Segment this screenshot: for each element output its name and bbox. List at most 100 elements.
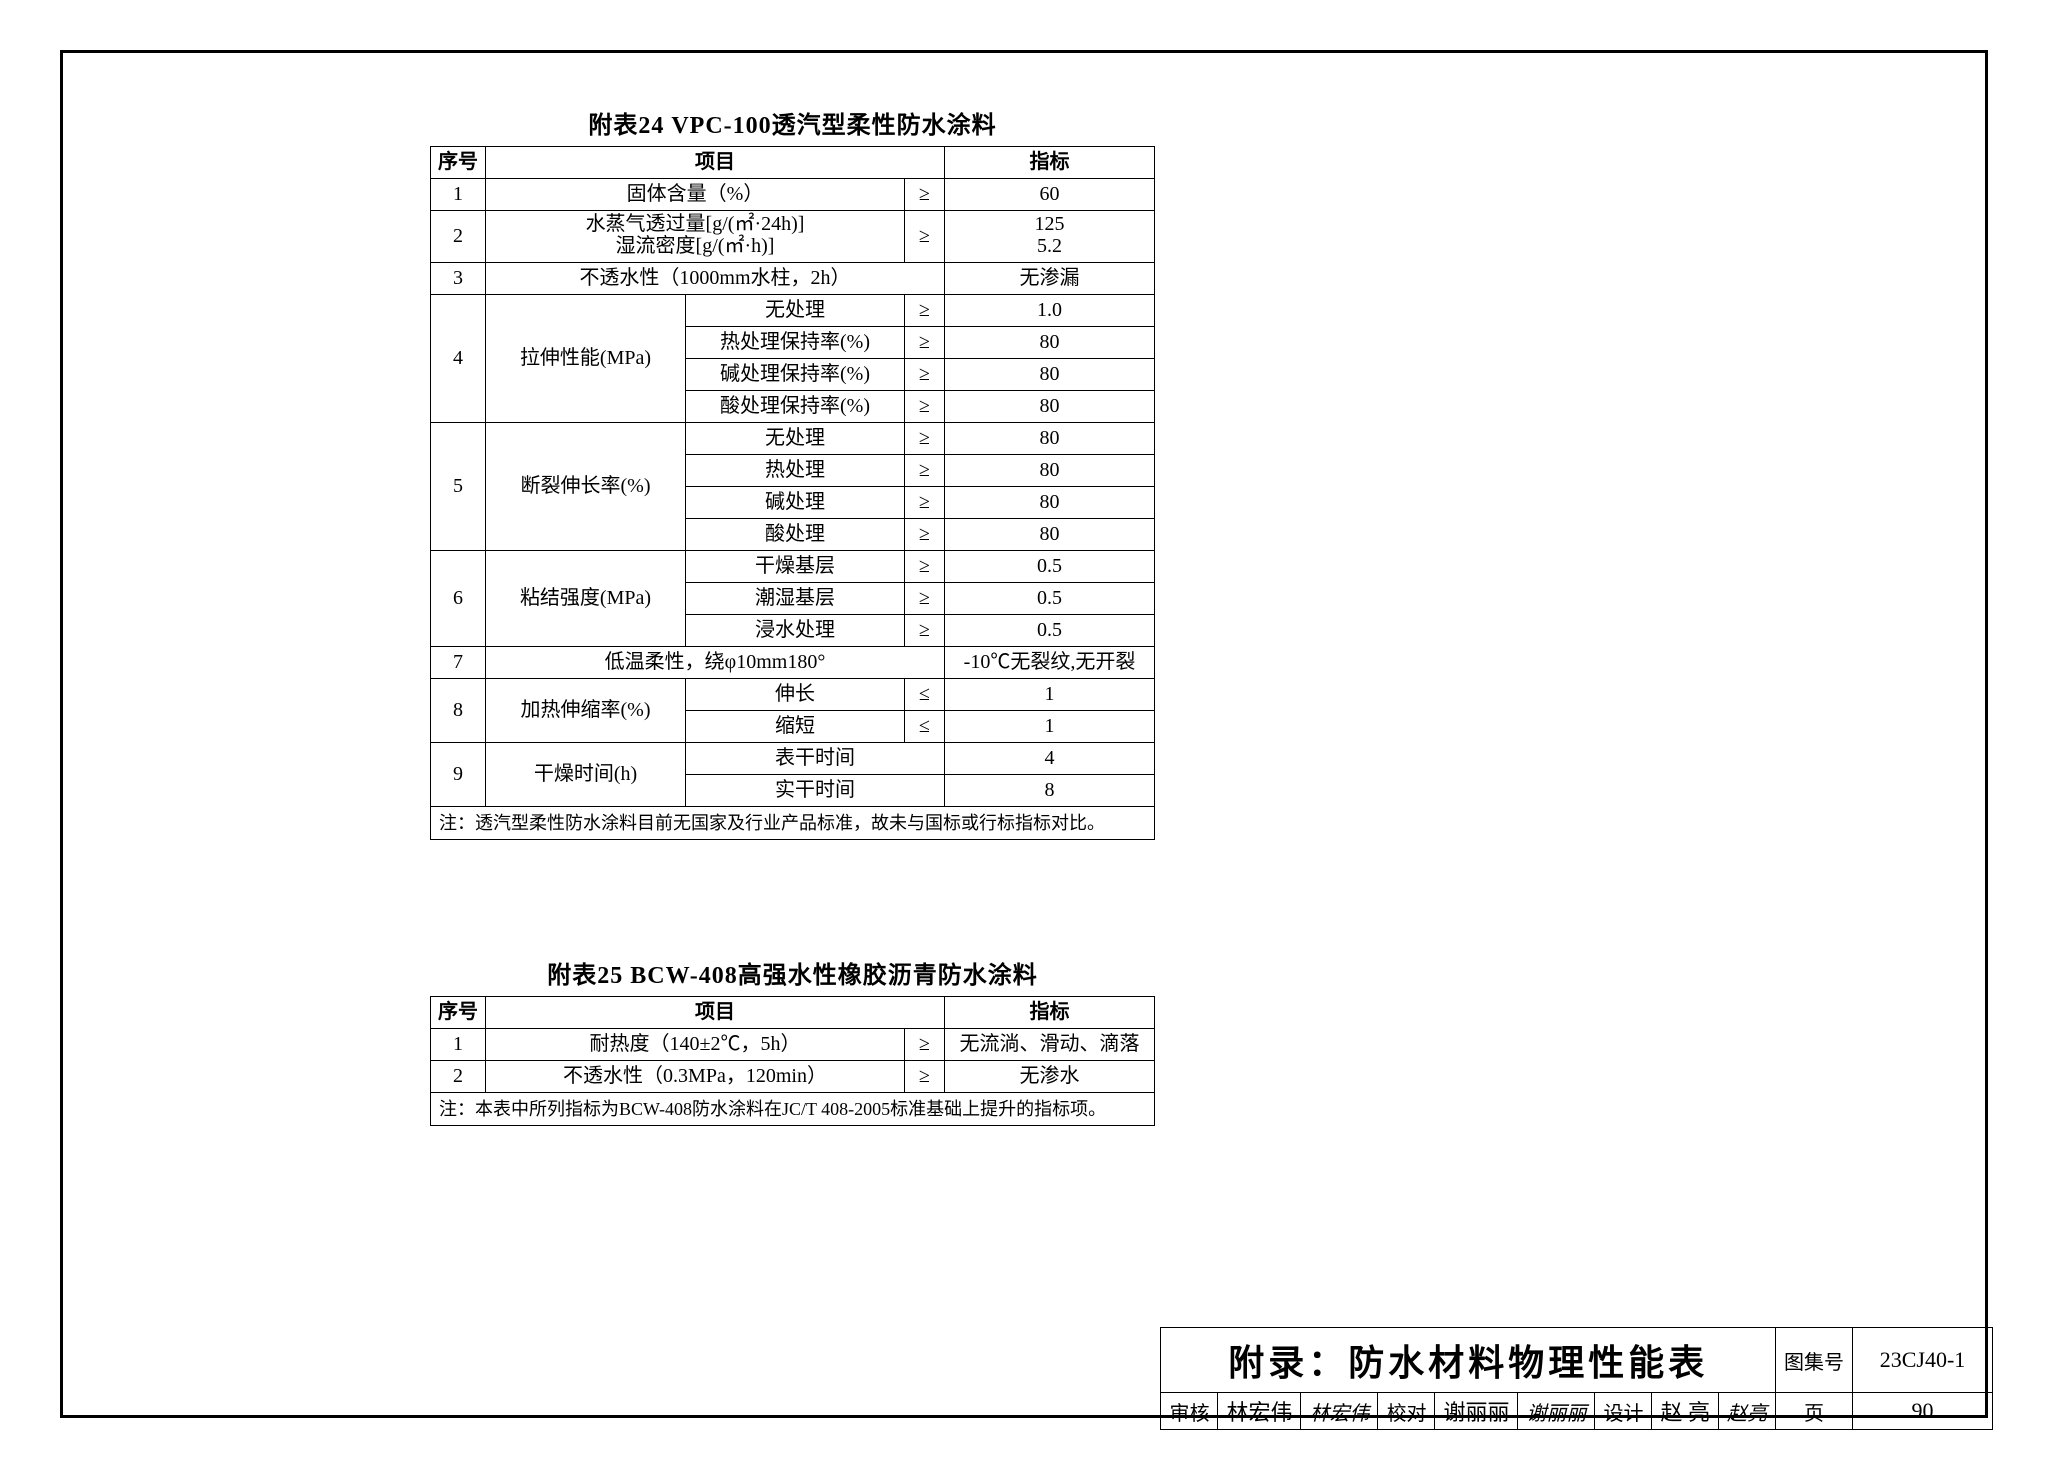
cell-sub: 伸长 [686, 679, 905, 711]
cell-seq: 1 [431, 179, 486, 211]
table25-note: 注：本表中所列指标为BCW-408防水涂料在JC/T 408-2005标准基础上… [431, 1093, 1155, 1126]
cell-val: 8 [945, 775, 1155, 807]
cell-sub: 热处理保持率(%) [686, 327, 905, 359]
cell-sub: 热处理 [686, 455, 905, 487]
table24-container: 附表24 VPC-100透汽型柔性防水涂料 序号 项目 指标 1 固体含量（%）… [430, 105, 1155, 840]
cell-val: 4 [945, 743, 1155, 775]
cell-op: ≥ [905, 615, 945, 647]
cell-sub: 缩短 [686, 711, 905, 743]
cell-op: ≥ [905, 1061, 945, 1093]
table25-note-row: 注：本表中所列指标为BCW-408防水涂料在JC/T 408-2005标准基础上… [431, 1093, 1155, 1126]
cell-val-l2: 5.2 [1037, 235, 1062, 257]
cell-val: 80 [945, 327, 1155, 359]
cell-group: 拉伸性能(MPa) [486, 295, 686, 423]
cell-val: 无渗水 [945, 1061, 1155, 1093]
title-block: 附录：防水材料物理性能表 图集号 23CJ40-1 审核 林宏伟 林宏伟 校对 … [1160, 1327, 1993, 1430]
table-row: 6 粘结强度(MPa) 干燥基层 ≥ 0.5 [431, 551, 1155, 583]
th-seq: 序号 [431, 147, 486, 179]
cell-op: ≥ [905, 1029, 945, 1061]
cell-val: 1 [945, 679, 1155, 711]
cell-sub: 酸处理 [686, 519, 905, 551]
cell-sub: 实干时间 [686, 775, 945, 807]
cell-op: ≤ [905, 679, 945, 711]
table-row: 1 耐热度（140±2℃，5h） ≥ 无流淌、滑动、滴落 [431, 1029, 1155, 1061]
cell-sub: 碱处理保持率(%) [686, 359, 905, 391]
th-val: 指标 [945, 997, 1155, 1029]
th-seq: 序号 [431, 997, 486, 1029]
cell-item-l2: 湿流密度[g/(㎡·h)] [616, 235, 775, 257]
cell-seq: 2 [431, 1061, 486, 1093]
cell-val: -10℃无裂纹,无开裂 [945, 647, 1155, 679]
cell-item: 不透水性（0.3MPa，120min） [486, 1061, 905, 1093]
cell-op: ≥ [905, 327, 945, 359]
cell-group: 断裂伸长率(%) [486, 423, 686, 551]
cell-op: ≥ [905, 455, 945, 487]
cell-val-l1: 125 [1035, 213, 1065, 235]
table25: 序号 项目 指标 1 耐热度（140±2℃，5h） ≥ 无流淌、滑动、滴落 2 … [430, 996, 1155, 1126]
table24-title: 附表24 VPC-100透汽型柔性防水涂料 [430, 105, 1155, 140]
page-no: 90 [1853, 1393, 1993, 1430]
cell-val: 80 [945, 391, 1155, 423]
table24: 序号 项目 指标 1 固体含量（%） ≥ 60 2 水蒸气透过量[g/(㎡·24… [430, 146, 1155, 840]
proof-signature: 谢丽丽 [1518, 1393, 1595, 1430]
th-item: 项目 [486, 997, 945, 1029]
design-label: 设计 [1595, 1393, 1652, 1430]
cell-seq: 4 [431, 295, 486, 423]
proof-label: 校对 [1378, 1393, 1435, 1430]
cell-op: ≥ [905, 359, 945, 391]
table-row: 5 断裂伸长率(%) 无处理 ≥ 80 [431, 423, 1155, 455]
design-signature: 赵亮 [1719, 1393, 1776, 1430]
cell-sub: 无处理 [686, 423, 905, 455]
table-row: 2 水蒸气透过量[g/(㎡·24h)] 湿流密度[g/(㎡·h)] ≥ 125 … [431, 211, 1155, 263]
table-header-row: 序号 项目 指标 [431, 147, 1155, 179]
review-label: 审核 [1161, 1393, 1218, 1430]
table-row: 4 拉伸性能(MPa) 无处理 ≥ 1.0 [431, 295, 1155, 327]
cell-op: ≥ [905, 519, 945, 551]
proof-name: 谢丽丽 [1435, 1393, 1518, 1430]
cell-val: 无渗漏 [945, 263, 1155, 295]
review-signature: 林宏伟 [1301, 1393, 1378, 1430]
cell-val: 80 [945, 519, 1155, 551]
table-row: 8 加热伸缩率(%) 伸长 ≤ 1 [431, 679, 1155, 711]
table24-note: 注：透汽型柔性防水涂料目前无国家及行业产品标准，故未与国标或行标指标对比。 [431, 807, 1155, 840]
cell-item: 不透水性（1000mm水柱，2h） [486, 263, 945, 295]
cell-sub: 碱处理 [686, 487, 905, 519]
table-row: 7 低温柔性，绕φ10mm180° -10℃无裂纹,无开裂 [431, 647, 1155, 679]
cell-seq: 9 [431, 743, 486, 807]
cell-item: 低温柔性，绕φ10mm180° [486, 647, 945, 679]
cell-group: 干燥时间(h) [486, 743, 686, 807]
table-row: 9 干燥时间(h) 表干时间 4 [431, 743, 1155, 775]
table-header-row: 序号 项目 指标 [431, 997, 1155, 1029]
cell-val: 0.5 [945, 583, 1155, 615]
cell-op: ≥ [905, 487, 945, 519]
cell-item: 耐热度（140±2℃，5h） [486, 1029, 905, 1061]
cell-val: 80 [945, 423, 1155, 455]
cell-item: 固体含量（%） [486, 179, 905, 211]
cell-op: ≥ [905, 551, 945, 583]
cell-val: 1 [945, 711, 1155, 743]
cell-val: 80 [945, 359, 1155, 391]
table-row: 3 不透水性（1000mm水柱，2h） 无渗漏 [431, 263, 1155, 295]
th-val: 指标 [945, 147, 1155, 179]
cell-seq: 2 [431, 211, 486, 263]
page-label: 页 [1776, 1393, 1853, 1430]
table25-title: 附表25 BCW-408高强水性橡胶沥青防水涂料 [430, 955, 1155, 990]
cell-op: ≥ [905, 211, 945, 263]
cell-item: 水蒸气透过量[g/(㎡·24h)] 湿流密度[g/(㎡·h)] [486, 211, 905, 263]
cell-sub: 干燥基层 [686, 551, 905, 583]
cell-op: ≤ [905, 711, 945, 743]
cell-sub: 表干时间 [686, 743, 945, 775]
cell-seq: 7 [431, 647, 486, 679]
table24-note-row: 注：透汽型柔性防水涂料目前无国家及行业产品标准，故未与国标或行标指标对比。 [431, 807, 1155, 840]
cell-seq: 6 [431, 551, 486, 647]
table25-container: 附表25 BCW-408高强水性橡胶沥青防水涂料 序号 项目 指标 1 耐热度（… [430, 955, 1155, 1126]
page: 附表24 VPC-100透汽型柔性防水涂料 序号 项目 指标 1 固体含量（%）… [0, 0, 2048, 1468]
cell-op: ≥ [905, 423, 945, 455]
cell-val: 125 5.2 [945, 211, 1155, 263]
cell-group: 加热伸缩率(%) [486, 679, 686, 743]
cell-val: 80 [945, 455, 1155, 487]
cell-sub: 无处理 [686, 295, 905, 327]
review-name: 林宏伟 [1218, 1393, 1301, 1430]
cell-op: ≥ [905, 295, 945, 327]
cell-sub: 潮湿基层 [686, 583, 905, 615]
